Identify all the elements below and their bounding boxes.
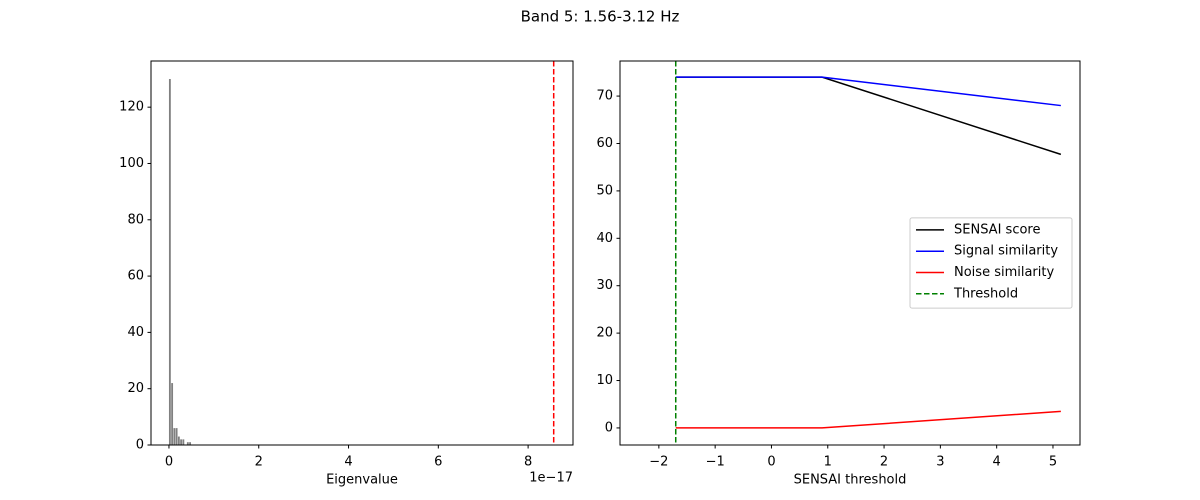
axes: 0 20 40 60 80 100 120 0 2 4 6 8 Eigenvalue 1e−17 <box>119 60 574 488</box>
y-tick-label: 120 <box>119 100 144 115</box>
x-tick-label: −2 <box>649 455 668 470</box>
x-tick-label: 4 <box>993 455 1001 470</box>
histogram-bar <box>186 442 189 445</box>
axes-frame <box>150 60 574 446</box>
x-tick-label: 2 <box>255 455 263 470</box>
legend-label: SENSAI score <box>954 222 1040 237</box>
x-axis-label: Eigenvalue <box>326 473 398 488</box>
line-series <box>675 410 1061 429</box>
y-tick-label: 100 <box>119 156 144 171</box>
y-tick-label: 0 <box>136 438 144 453</box>
histogram-bar <box>180 439 183 445</box>
y-tick-label: 70 <box>596 89 613 104</box>
y-tick-label: 10 <box>596 373 613 388</box>
x-offset-label: 1e−17 <box>529 471 573 486</box>
x-tick-label: 0 <box>767 455 775 470</box>
y-tick-label: 60 <box>127 269 144 284</box>
figure-title: Band 5: 1.56-3.12 Hz <box>521 8 680 26</box>
y-tick-label: 80 <box>127 212 144 227</box>
y-tick-label: 30 <box>596 278 613 293</box>
legend-label: Threshold <box>953 286 1018 301</box>
histogram-bar <box>177 436 180 445</box>
axes: 0 10 20 30 40 50 60 70 −2 −1 0 1 2 3 4 5 SENSAI threshol… <box>596 60 1081 488</box>
line-series <box>675 76 1061 107</box>
legend-label: Signal similarity <box>954 244 1058 259</box>
legend-box <box>909 217 1073 309</box>
x-tick-label: 4 <box>344 455 352 470</box>
y-tick-label: 50 <box>596 183 613 198</box>
y-tick-label: 40 <box>127 325 144 340</box>
axes-frame <box>619 60 1081 446</box>
histogram-bar <box>175 428 178 445</box>
legend: SENSAI score Signal similarity Noise simil… <box>909 217 1073 309</box>
y-tick-label: 60 <box>596 136 613 151</box>
x-tick-label: 1 <box>824 455 832 470</box>
x-tick-label: 8 <box>524 455 532 470</box>
x-tick-label: 3 <box>936 455 944 470</box>
y-tick-label: 40 <box>596 231 613 246</box>
histogram-bar <box>182 439 185 445</box>
y-tick-label: 0 <box>605 420 613 435</box>
x-tick-label: 5 <box>1049 455 1057 470</box>
x-tick-label: −1 <box>706 455 725 470</box>
histogram-bar <box>168 79 171 446</box>
x-tick-label: 6 <box>434 455 442 470</box>
histogram-bar <box>189 442 192 445</box>
histogram-bar <box>173 428 176 445</box>
y-tick-label: 20 <box>127 381 144 396</box>
x-axis-label: SENSAI threshold <box>794 473 907 488</box>
x-tick-label: 2 <box>880 455 888 470</box>
y-tick-label: 20 <box>596 326 613 341</box>
histogram-bar <box>171 383 174 445</box>
x-tick-label: 0 <box>165 455 173 470</box>
legend-label: Noise similarity <box>954 265 1054 280</box>
